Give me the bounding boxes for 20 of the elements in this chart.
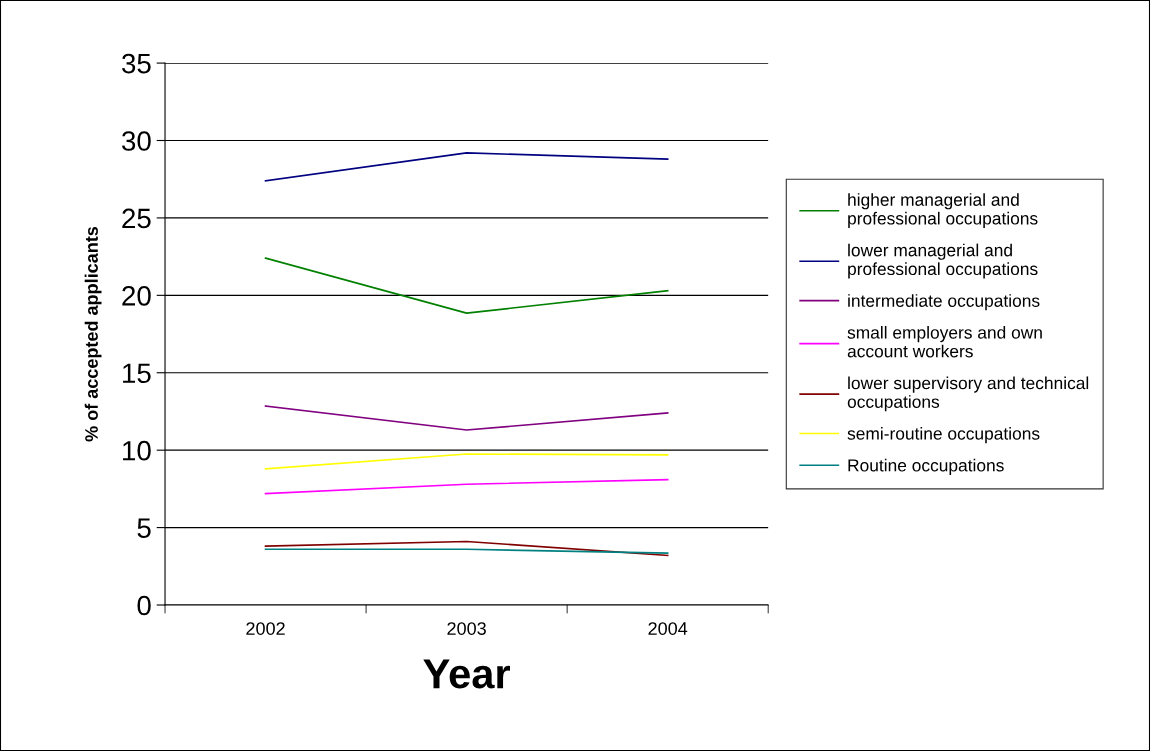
y-tick-label: 15 [123, 363, 151, 384]
x-tick-label: 2003 [447, 622, 486, 635]
legend-label: higher managerial and professional occupations [848, 193, 1038, 229]
y-tick-label: 35 [122, 53, 151, 74]
legend-label: Routine occupations [848, 458, 1004, 475]
x-tick-label: 2004 [648, 622, 688, 635]
legend-label: small employers and own account workers [847, 325, 1042, 358]
y-tick-label: 20 [122, 286, 151, 306]
y-tick-label: 0 [137, 595, 151, 616]
x-axis-title: Year [423, 659, 511, 689]
legend-label: intermediate occupations [848, 294, 1040, 311]
legend-label: semi-routine occupations [847, 426, 1040, 444]
legend-label: lower supervisory and technical occupations [847, 376, 1089, 412]
y-tick-label: 5 [137, 518, 151, 538]
y-tick-label: 25 [122, 208, 151, 229]
x-tick-label: 2002 [246, 622, 285, 635]
legend-label: lower managerial and professional occupations [848, 243, 1038, 279]
y-tick-label: 30 [122, 131, 151, 151]
y-tick-label: 10 [123, 440, 151, 461]
y-axis-title: % of accepted applicants [84, 226, 102, 442]
